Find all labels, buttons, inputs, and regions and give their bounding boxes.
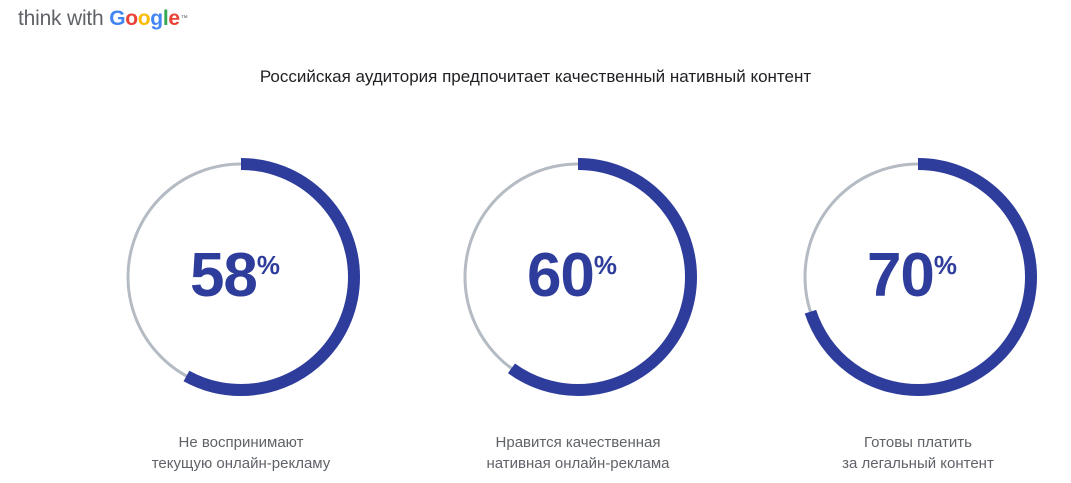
donut-value-arc xyxy=(122,158,360,396)
donut-value-arc xyxy=(799,158,1037,396)
percentage-number: 58 xyxy=(190,241,257,310)
percent-sign: % xyxy=(934,250,957,280)
donut-caption-line: Готовы платить xyxy=(864,434,972,451)
logo-letter: G xyxy=(109,7,126,30)
percentage-value: 60% xyxy=(527,241,617,310)
donut-chart: 58% Не воспринимают текущую онлайн-рекламу xyxy=(122,158,360,472)
logo-brand: Google xyxy=(109,7,180,30)
donut-caption-line: текущую онлайн-рекламу xyxy=(152,455,331,472)
logo-letter: l xyxy=(162,7,169,30)
logo-letter: o xyxy=(125,7,138,30)
donut-value-arc xyxy=(459,158,697,396)
donut-caption-line: нативная онлайн-реклама xyxy=(487,455,671,472)
percent-sign: % xyxy=(594,250,617,280)
percentage-value: 70% xyxy=(867,241,957,310)
logo-letter: e xyxy=(168,7,180,30)
donut-caption-line: за легальный контент xyxy=(842,455,994,472)
donut-chart: 70% Готовы платить за легальный контент xyxy=(799,158,1037,472)
percent-sign: % xyxy=(257,250,280,280)
trademark-symbol: ™ xyxy=(180,15,188,22)
logo-letter: o xyxy=(137,7,151,30)
percentage-value: 58% xyxy=(190,241,280,310)
logo-prefix: think with xyxy=(18,7,110,30)
donut-caption-line: Не воспринимают xyxy=(179,434,304,451)
logo-letter: g xyxy=(150,7,163,30)
percentage-number: 70 xyxy=(867,241,934,310)
donut-caption-line: Нравится качественная xyxy=(496,434,661,451)
think-with-google-logo[interactable]: think with Google™ xyxy=(18,6,188,32)
chart-title: Российская аудитория предпочитает качест… xyxy=(259,67,812,86)
donut-chart: 60% Нравится качественная нативная онлайн-… xyxy=(459,158,697,472)
percentage-number: 60 xyxy=(527,241,594,310)
